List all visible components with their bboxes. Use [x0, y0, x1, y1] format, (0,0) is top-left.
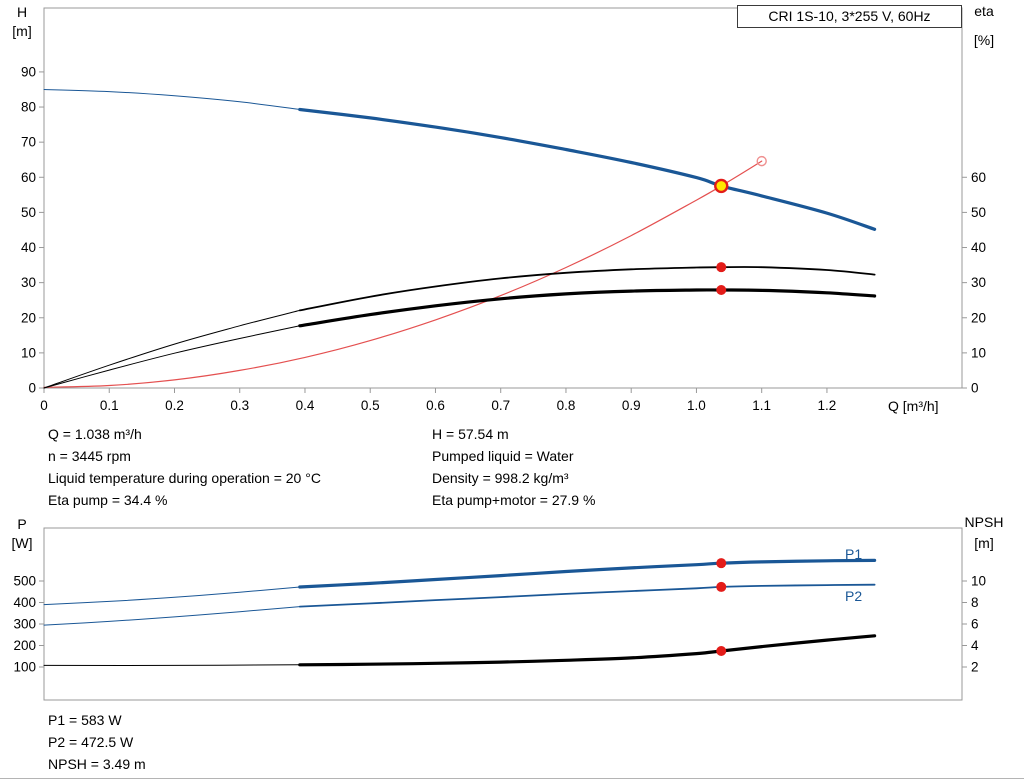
head-curve-ext [43, 89, 301, 110]
y-left-tick-label: 40 [21, 240, 36, 255]
p-axis-symbol: P [17, 516, 27, 532]
eta-pump-motor-ext [43, 325, 301, 389]
y-left-tick-label: 90 [21, 64, 36, 79]
q-axis-label: Q [m³/h] [888, 398, 939, 414]
power-npsh-chart: 100 200 300 400 500 2 4 6 8 10 [13, 527, 986, 701]
eta-pump-ext [43, 309, 301, 389]
eta-pump-motor-marker [716, 285, 727, 296]
y-left-tick-label: 200 [13, 638, 36, 653]
y-right-tick-label: 0 [971, 381, 979, 396]
plot-frame [43, 527, 963, 701]
npsh-curve [298, 634, 877, 667]
y-left-tick-label: 60 [21, 170, 36, 185]
eta-axis-unit: [%] [973, 32, 995, 48]
bottom-divider [0, 778, 1024, 779]
x-tick-label: 1.1 [752, 398, 771, 413]
annotation-head: H = 57.54 m [432, 426, 509, 442]
x-tick-label: 0.5 [361, 398, 380, 413]
npsh-curve-ext [43, 664, 301, 666]
y-right-tick-label: 40 [971, 240, 986, 255]
annotation-q: Q = 1.038 m³/h [48, 426, 142, 442]
p1-curve-ext [43, 586, 301, 606]
p1-curve-label: P1 [845, 546, 863, 562]
eta-axis-symbol: eta [974, 3, 994, 19]
x-tick-label: 0.9 [622, 398, 641, 413]
p2-curve-label: P2 [845, 588, 863, 604]
y-left-tick-label: 50 [21, 205, 36, 220]
p2-curve-ext [43, 606, 301, 626]
annotation-npsh: NPSH = 3.49 m [48, 756, 146, 772]
system-curve-end-marker [756, 155, 767, 167]
y-right-tick-label: 20 [971, 310, 986, 325]
y-right-tick-label: 60 [971, 170, 986, 185]
x-tick-label: 0 [40, 398, 48, 413]
y-right-tick-label: 50 [971, 205, 986, 220]
eta-pump-curve [298, 266, 876, 312]
hq-eta-chart: 0 10 20 30 40 50 60 70 80 90 0 10 20 30 40 50 60 0 0.1 0.2 0… [21, 7, 986, 413]
p1-curve [298, 558, 877, 589]
h-axis-unit: [m] [12, 23, 32, 39]
head-curve [298, 107, 877, 231]
duty-point-marker [714, 178, 729, 194]
y-left-tick-label: 0 [28, 381, 36, 396]
y-right-tick-label: 2 [971, 659, 979, 674]
y-left-tick-label: 70 [21, 135, 36, 150]
npsh-axis-unit: [m] [974, 535, 994, 551]
p2-curve [298, 583, 876, 608]
annotation-eta-pump-motor: Eta pump+motor = 27.9 % [432, 492, 596, 508]
npsh-axis-symbol: NPSH [964, 514, 1004, 530]
annotation-density: Density = 998.2 kg/m³ [432, 470, 569, 486]
p2-marker [716, 581, 727, 592]
y-right-tick-label: 30 [971, 275, 986, 290]
y-left-tick-label: 400 [13, 595, 36, 610]
p1-marker [716, 558, 727, 569]
plot-frame [43, 7, 963, 389]
x-tick-label: 0.7 [491, 398, 510, 413]
npsh-marker [716, 645, 727, 656]
x-tick-label: 0.3 [230, 398, 249, 413]
h-axis-symbol: H [16, 4, 28, 20]
p-axis-unit: [W] [11, 535, 33, 551]
pump-title-box: CRI 1S-10, 3*255 V, 60Hz [737, 5, 962, 28]
y-left-tick-label: 10 [21, 345, 36, 360]
y-right-tick-label: 6 [971, 616, 979, 631]
annotation-pumped-liquid: Pumped liquid = Water [432, 448, 574, 464]
system-curve [43, 160, 763, 388]
x-tick-label: 0.2 [165, 398, 184, 413]
y-left-tick-label: 500 [13, 573, 36, 588]
x-tick-label: 0.1 [100, 398, 119, 413]
x-tick-label: 0.6 [426, 398, 445, 413]
x-tick-label: 1.2 [818, 398, 837, 413]
annotation-p2: P2 = 472.5 W [48, 734, 134, 750]
y-right-tick-label: 10 [971, 573, 986, 588]
y-left-tick-label: 300 [13, 616, 36, 631]
x-tick-label: 1.0 [687, 398, 706, 413]
annotation-eta-pump: Eta pump = 34.4 % [48, 492, 168, 508]
annotation-speed: n = 3445 rpm [48, 448, 131, 464]
y-left-tick-label: 100 [13, 659, 36, 674]
y-left-tick-label: 30 [21, 275, 36, 290]
annotation-liquid-temperature: Liquid temperature during operation = 20… [48, 470, 321, 486]
eta-pump-marker [716, 262, 727, 273]
y-right-tick-label: 10 [971, 345, 986, 360]
x-tick-label: 0.4 [296, 398, 315, 413]
y-right-tick-label: 8 [971, 595, 979, 610]
y-left-tick-label: 80 [21, 100, 36, 115]
eta-pump-motor-curve [298, 288, 877, 328]
y-right-tick-label: 4 [971, 638, 979, 653]
y-left-tick-label: 20 [21, 310, 36, 325]
x-tick-label: 0.8 [557, 398, 576, 413]
annotation-p1: P1 = 583 W [48, 712, 122, 728]
